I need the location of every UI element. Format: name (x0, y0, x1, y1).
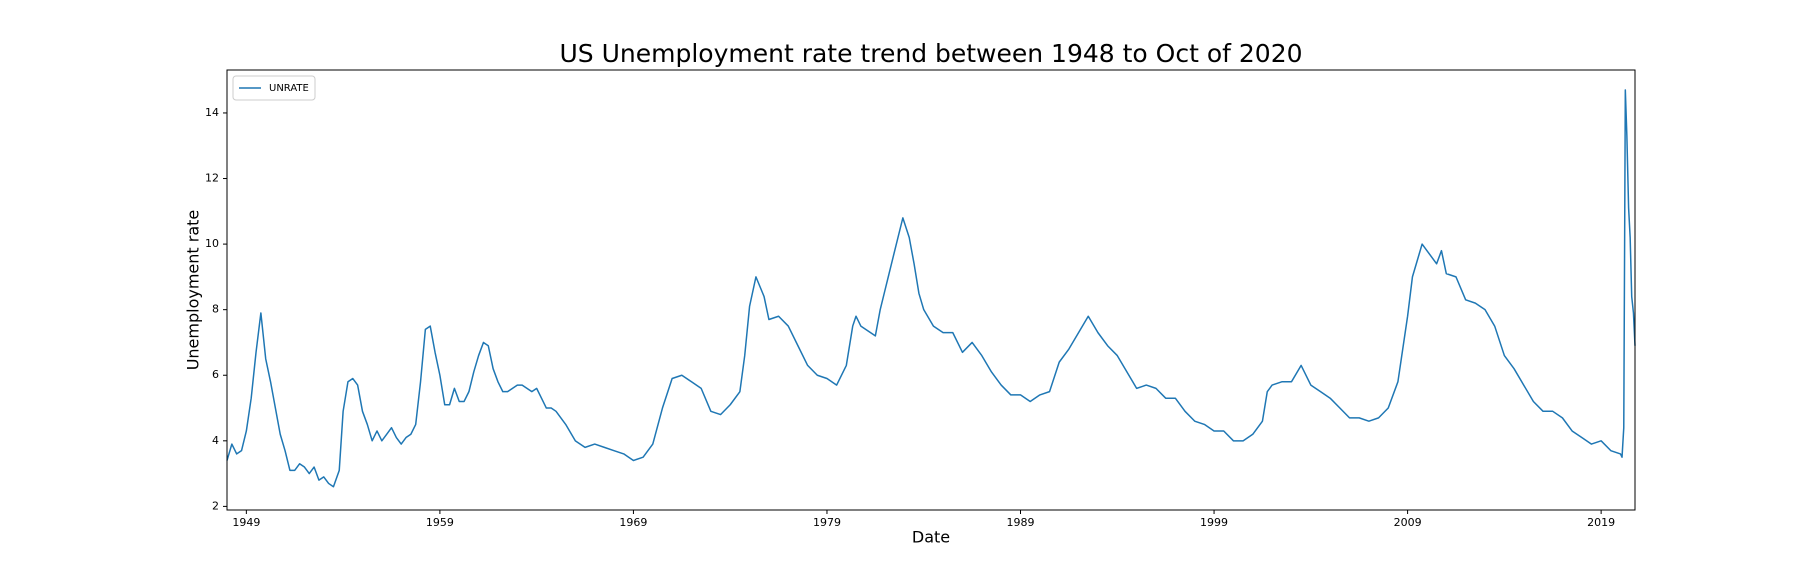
chart-title: US Unemployment rate trend between 1948 … (559, 39, 1302, 68)
y-tick-label: 6 (212, 368, 219, 381)
legend-label: UNRATE (269, 83, 309, 94)
x-tick-label: 1979 (813, 516, 841, 529)
y-tick-label: 10 (205, 237, 219, 250)
y-tick-label: 2 (212, 499, 219, 512)
y-tick-label: 4 (212, 434, 219, 447)
x-tick-label: 2019 (1587, 516, 1615, 529)
y-tick-label: 14 (205, 106, 219, 119)
x-tick-label: 1959 (426, 516, 454, 529)
y-tick-label: 12 (205, 172, 219, 185)
plot-frame (226, 69, 1636, 511)
y-tick-label: 8 (212, 303, 219, 316)
line (226, 89, 1636, 488)
x-tick-label: 1989 (1007, 516, 1035, 529)
x-tick-label: 2009 (1394, 516, 1422, 529)
x-axis-label: Date (912, 528, 950, 547)
x-tick-label: 1969 (619, 516, 647, 529)
legend-box (232, 75, 316, 101)
x-tick-label: 1999 (1200, 516, 1228, 529)
y-axis-label: Unemployment rate (184, 210, 203, 371)
x-tick-label: 1949 (232, 516, 260, 529)
